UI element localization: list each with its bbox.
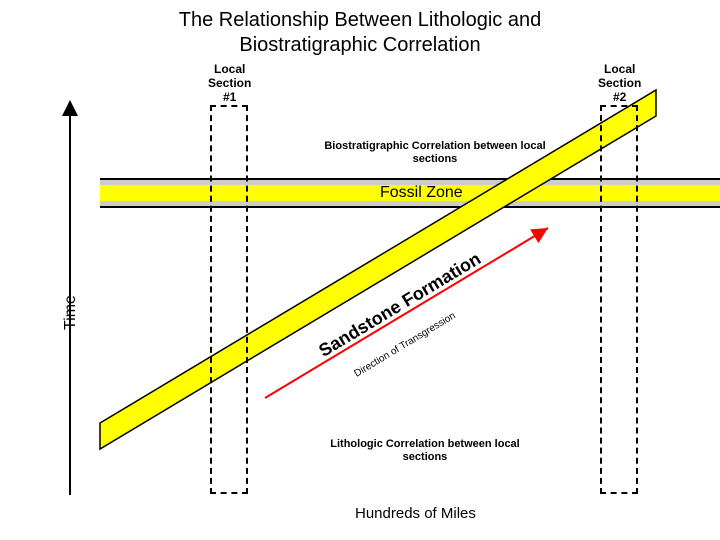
page-title: The Relationship Between Lithologic and …: [0, 8, 720, 58]
local-section-2-label: Local Section #2: [598, 63, 641, 104]
biostrat-note-line-2: sections: [413, 153, 458, 165]
local-section-2-column: [600, 105, 638, 494]
litho-note-line-1: Lithologic Correlation between local: [330, 438, 519, 450]
fossil-zone-label: Fossil Zone: [380, 184, 463, 202]
diagram-stage: The Relationship Between Lithologic and …: [0, 0, 720, 540]
title-line-1: The Relationship Between Lithologic and: [179, 9, 541, 31]
local-section-1-column: [210, 105, 248, 494]
local-section-1-label: Local Section #1: [208, 63, 251, 104]
x-axis-caption: Hundreds of Miles: [355, 505, 476, 522]
time-axis-label: Time: [62, 295, 80, 330]
biostratigraphic-note: Biostratigraphic Correlation between loc…: [305, 140, 565, 165]
title-line-2: Biostratigraphic Correlation: [239, 34, 480, 56]
litho-note-line-2: sections: [403, 451, 448, 463]
biostrat-note-line-1: Biostratigraphic Correlation between loc…: [324, 140, 545, 152]
lithologic-note: Lithologic Correlation between local sec…: [305, 438, 545, 463]
